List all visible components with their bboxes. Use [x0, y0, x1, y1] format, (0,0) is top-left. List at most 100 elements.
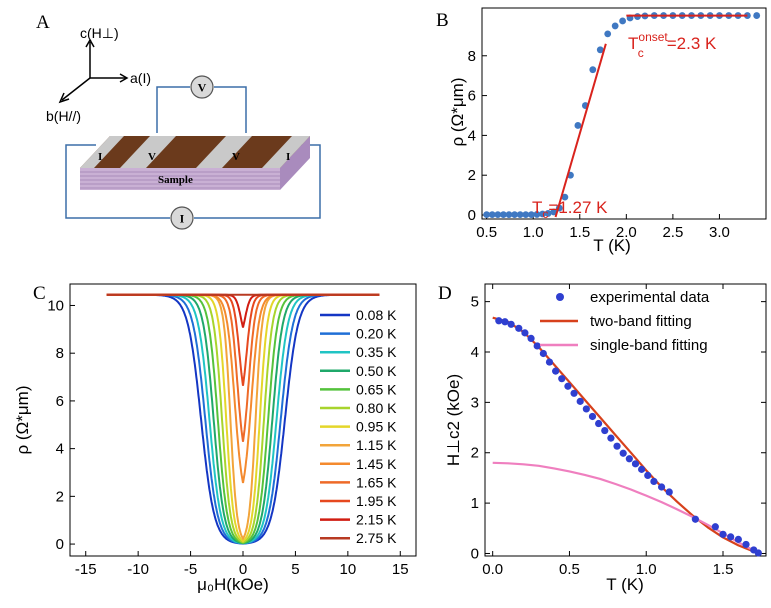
tc-annotation: Tc=1.27 K — [532, 198, 608, 221]
legend-label: 2.75 K — [356, 530, 397, 546]
voltmeter-label: V — [198, 81, 207, 95]
data-point — [734, 535, 742, 543]
annotation-part: onset — [638, 30, 668, 44]
x-tick-label: 1.0 — [636, 561, 657, 578]
data-point — [588, 412, 597, 421]
data-point — [574, 122, 582, 129]
data-point — [539, 349, 547, 358]
data-point — [533, 211, 541, 218]
x-tick-label: 10 — [340, 561, 357, 578]
contact-label-i-right: I — [286, 151, 290, 163]
data-point — [650, 477, 658, 486]
y-axis-label: ρ (Ω*μm) — [13, 386, 32, 455]
data-point — [657, 483, 666, 491]
x-tick-label: 0 — [239, 561, 247, 578]
x-axis-label: T (K) — [593, 236, 630, 255]
data-point — [595, 419, 603, 428]
y-tick-label: 3 — [471, 394, 479, 411]
data-point — [511, 211, 518, 219]
y-tick-label: 8 — [56, 345, 64, 362]
data-point — [596, 46, 604, 54]
legend-label: experimental data — [590, 289, 710, 306]
legend-label: 0.80 K — [356, 400, 397, 416]
legend-label: 1.45 K — [356, 456, 397, 472]
data-point — [719, 530, 727, 538]
y-tick-label: 5 — [471, 294, 479, 311]
x-axis-label: T (K) — [606, 575, 643, 594]
voltage-wire — [156, 86, 247, 133]
y-tick-label: 0 — [471, 545, 479, 562]
data-point — [619, 17, 627, 25]
series-curve — [106, 293, 380, 545]
ammeter: I — [170, 206, 194, 230]
x-tick-label: 5 — [291, 561, 299, 578]
annotation-part: c — [638, 46, 644, 60]
data-point — [527, 334, 535, 342]
x-tick-label: 3.0 — [709, 224, 730, 241]
data-point — [644, 471, 652, 480]
tc-onset-annotation: Tonset c =2.3 K — [628, 30, 717, 60]
data-point — [576, 397, 584, 405]
data-point — [494, 211, 502, 219]
data-point — [582, 405, 590, 413]
sample-slab — [80, 136, 310, 190]
data-point — [589, 66, 597, 74]
legend-label: 2.15 K — [356, 512, 397, 528]
data-point — [711, 523, 719, 531]
contact-label-v-left: V — [148, 151, 156, 163]
data-point — [545, 358, 554, 366]
data-point — [558, 375, 566, 383]
series-curve — [106, 293, 380, 543]
y-tick-label: 0 — [468, 207, 476, 224]
data-point — [665, 488, 673, 496]
data-point — [742, 540, 750, 549]
data-point — [561, 193, 569, 201]
y-tick-label: 2 — [468, 167, 476, 184]
data-point — [516, 211, 524, 219]
data-point — [488, 211, 496, 219]
data-point — [754, 549, 762, 557]
data-point — [521, 329, 529, 337]
fit-line — [554, 43, 607, 218]
panel-d: D 0.0 0.5 1.0 1.5 0 1 2 3 4 5 T (K) H⊥c2 (kOe) exper… — [438, 283, 767, 594]
annotation-part: T — [628, 34, 638, 53]
contact-label-v-right: V — [232, 151, 240, 163]
b-axis-label: b(H//) — [46, 108, 81, 124]
series-curve — [106, 293, 380, 545]
series-curve — [106, 293, 380, 386]
annotation-part: =1.27 K — [548, 198, 608, 217]
data-point — [527, 211, 535, 219]
legend-label: 0.08 K — [356, 307, 397, 323]
series-curve — [106, 293, 380, 544]
legend-label: 0.20 K — [356, 326, 397, 342]
legend-label: 0.65 K — [356, 381, 397, 397]
data-point — [613, 442, 621, 450]
panel-a-letter: A — [36, 12, 50, 33]
x-tick-label: 0.5 — [476, 224, 497, 241]
y-tick-label: 8 — [468, 48, 476, 65]
legend-label: two-band fitting — [590, 313, 692, 330]
data-point — [552, 367, 560, 375]
legend-label: 1.65 K — [356, 474, 397, 490]
x-tick-label: -10 — [127, 561, 149, 578]
series-curve — [106, 293, 380, 545]
legend-swatch — [556, 293, 564, 301]
legend-label: 0.35 K — [356, 344, 397, 360]
y-tick-label: 0 — [56, 536, 64, 553]
x-tick-label: 0.5 — [559, 561, 580, 578]
data-point — [539, 210, 546, 218]
panel-b-letter: B — [436, 10, 449, 31]
plot-frame — [484, 283, 767, 557]
x-tick-label: 1.0 — [523, 224, 544, 241]
legend-label: 0.50 K — [356, 363, 397, 379]
data-point — [507, 320, 515, 328]
x-tick-label: 0.0 — [482, 561, 503, 578]
data-point — [501, 318, 509, 326]
data-point — [564, 382, 572, 390]
annotation-part: T — [532, 198, 542, 217]
voltmeter: V — [190, 75, 214, 99]
y-tick-label: 6 — [56, 393, 64, 410]
data-point — [611, 22, 619, 30]
data-point — [570, 389, 578, 397]
